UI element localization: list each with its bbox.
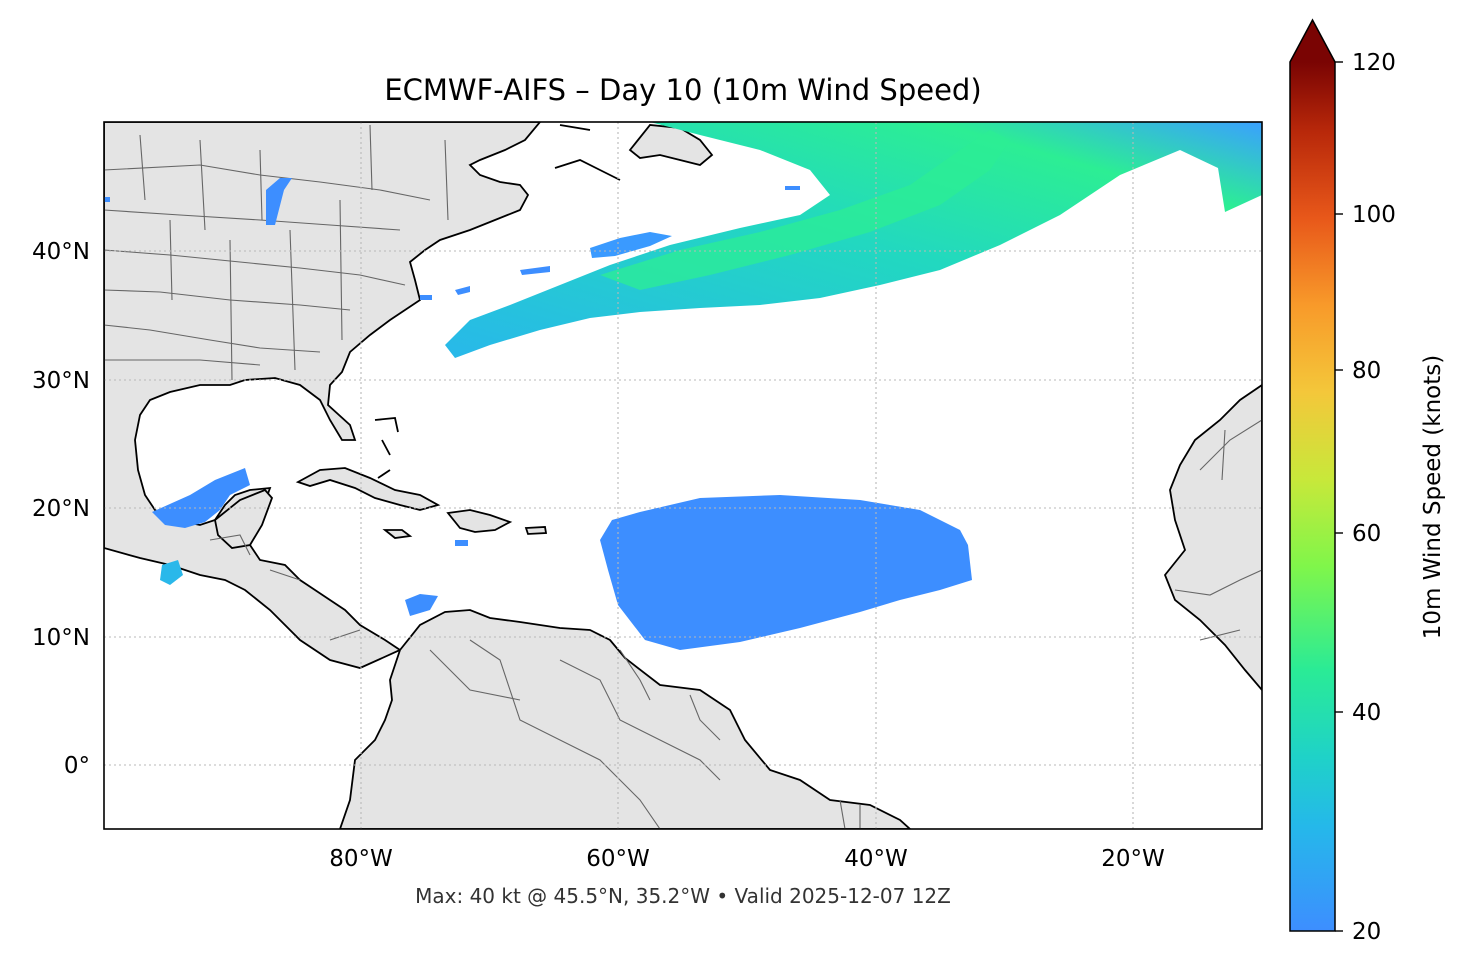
colorbar-label: 10m Wind Speed (knots) (1420, 355, 1446, 639)
gridlines (104, 122, 1262, 829)
africa-land (1163, 383, 1262, 692)
lon-tick-label: 80°W (329, 846, 393, 872)
map-title: ECMWF-AIFS – Day 10 (10m Wind Speed) (384, 73, 981, 107)
colorbar-tick-label: 120 (1352, 50, 1396, 76)
lat-tick-label: 10°N (32, 625, 90, 651)
longitude-ticks: 80°W 60°W 40°W 20°W (329, 846, 1165, 872)
colorbar-tick-label: 60 (1352, 521, 1381, 547)
lon-tick-label: 40°W (844, 846, 908, 872)
max-wind-annotation: Max: 40 kt @ 45.5°N, 35.2°W • Valid 2025… (415, 884, 951, 908)
colorbar-extend-arrow (1290, 20, 1335, 62)
political-borders (104, 124, 1262, 829)
lon-tick-label: 20°W (1101, 846, 1165, 872)
north-atlantic-jet (445, 122, 1262, 358)
map-frame (103, 121, 1263, 830)
latitude-ticks: 40°N 30°N 20°N 10°N 0° (32, 239, 90, 779)
map-panel (103, 121, 1263, 830)
caribbean-patch (405, 594, 438, 616)
lat-tick-label: 30°N (32, 368, 90, 394)
lake-michigan-patch (266, 178, 292, 225)
newfoundland-land (628, 124, 714, 166)
wind-speed-overlay (104, 122, 1262, 650)
colorbar-tick-label: 20 (1352, 919, 1381, 945)
hispaniola-land (446, 509, 513, 533)
colorbar-tick-label: 40 (1352, 700, 1381, 726)
lat-tick-label: 40°N (32, 239, 90, 265)
colorbar-tick-label: 80 (1352, 358, 1381, 384)
colorbar-gradient (1290, 62, 1335, 931)
tropical-trade-wind-area (600, 495, 972, 650)
gulf-of-mexico-patch (152, 468, 250, 528)
south-america-land (339, 609, 912, 829)
colorbar: 120 100 80 60 40 20 10m Wind Speed (knot… (1289, 18, 1446, 945)
eastern-pacific-patch (160, 560, 183, 585)
lon-tick-label: 60°W (586, 846, 650, 872)
colorbar-tick-label: 100 (1352, 202, 1396, 228)
lat-tick-label: 0° (64, 753, 90, 779)
north-america-land (104, 122, 542, 669)
lat-tick-label: 20°N (32, 496, 90, 522)
